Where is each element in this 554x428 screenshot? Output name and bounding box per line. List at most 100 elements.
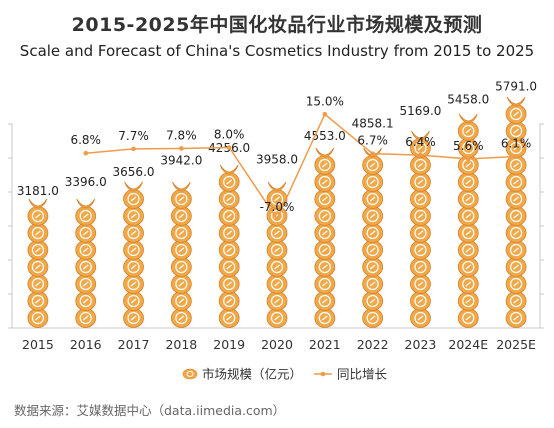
legend-line-point	[320, 371, 326, 377]
bar-2024E	[457, 113, 479, 328]
coin-mark	[417, 213, 424, 219]
coin-mark	[513, 162, 519, 168]
coin-ring	[414, 226, 427, 240]
coin-mark	[513, 196, 519, 202]
coin-ring	[175, 294, 188, 308]
coin-ring	[509, 158, 523, 172]
coin-ring	[462, 141, 475, 155]
coin-ring	[270, 260, 284, 274]
coin-mark	[35, 281, 41, 287]
bar-cap-icon	[76, 198, 96, 209]
x-tick-label: 2023	[405, 337, 437, 352]
coin-mark	[130, 281, 137, 287]
coin-mark	[178, 213, 185, 219]
bar-value-label: 5791.0	[495, 79, 537, 93]
bar-value-label: 3181.0	[17, 184, 59, 198]
coin-ring	[79, 260, 92, 274]
coin-ring	[414, 209, 427, 223]
coin-ring	[175, 260, 188, 274]
coin-mark	[465, 213, 472, 219]
coin-ring	[175, 243, 188, 257]
bar-coin-icon	[314, 240, 336, 260]
coin-ring	[509, 107, 523, 121]
coin-ring	[318, 294, 331, 308]
bar-coin-icon	[75, 308, 97, 328]
coin-mark	[321, 264, 328, 270]
bar-coin-icon	[505, 257, 527, 277]
coin-mark	[35, 247, 41, 253]
bar-coin-icon	[410, 155, 431, 175]
growth-point	[226, 145, 232, 150]
coin-ring	[366, 277, 379, 291]
coin-ring	[509, 175, 523, 189]
coin-mark	[35, 213, 41, 219]
chart-subtitle: Scale and Forecast of China's Cosmetics …	[19, 42, 535, 60]
growth-value-label: 6.7%	[357, 134, 388, 148]
coin-mark	[130, 247, 137, 253]
bar-coin-icon	[27, 223, 49, 243]
cap-shape	[124, 181, 143, 192]
coin-mark	[130, 213, 137, 219]
coin-mark	[417, 298, 424, 304]
bar-cap-icon	[315, 147, 335, 158]
coin-ring	[31, 294, 45, 308]
coin-ring	[462, 124, 475, 138]
bar-coin-icon	[505, 104, 527, 124]
coin-ring	[223, 243, 236, 257]
growth-value-label: 15.0%	[306, 94, 344, 108]
growth-point	[513, 154, 519, 159]
coin-mark	[321, 281, 328, 287]
coin-mark	[130, 298, 137, 304]
bar-value-label: 3942.0	[160, 153, 202, 167]
bar-cap-icon	[124, 181, 143, 192]
bar-coin-icon	[218, 172, 240, 192]
bar-coin-icon	[505, 291, 527, 311]
bar-2017	[123, 181, 144, 328]
bar-coin-icon	[170, 189, 192, 209]
growth-value-label: 5.6%	[453, 139, 484, 153]
coin-mark	[417, 145, 424, 151]
bar-2022	[362, 147, 384, 328]
coin-ring	[366, 158, 379, 172]
bar-coin-icon	[75, 240, 97, 260]
bar-coin-icon	[123, 274, 144, 294]
coin-ring	[462, 209, 475, 223]
coin-mark	[513, 247, 519, 253]
bar-coin-icon	[218, 240, 240, 260]
bar-coin-icon	[457, 223, 479, 243]
coin-ring	[509, 192, 523, 206]
coin-ring	[223, 175, 236, 189]
bar-coin-icon	[170, 240, 192, 260]
x-tick-label: 2024E	[448, 337, 488, 352]
coin-mark	[130, 196, 137, 202]
bar-coin-icon	[457, 257, 479, 277]
coin-mark	[178, 264, 185, 270]
bar-coin-icon	[314, 291, 336, 311]
coin-ring	[462, 277, 475, 291]
coin-mark	[82, 213, 89, 219]
cap-shape	[76, 198, 96, 209]
coin-mark	[82, 281, 89, 287]
coin-ring	[79, 294, 92, 308]
bar-coin-icon	[123, 291, 144, 311]
growth-value-label: 6.1%	[501, 137, 532, 151]
coin-mark	[369, 196, 376, 202]
bar-coin-icon	[457, 121, 479, 141]
bar-value-label: 5169.0	[399, 104, 441, 118]
coin-mark	[513, 281, 519, 287]
coin-mark	[369, 315, 376, 321]
coin-mark	[513, 264, 519, 270]
bar-coin-icon	[505, 274, 527, 294]
bar-coin-icon	[123, 206, 144, 226]
coin-mark	[178, 230, 185, 236]
x-tick-label: 2022	[357, 337, 389, 352]
cap-shape	[171, 181, 191, 192]
coin-ring	[414, 192, 427, 206]
bar-coin-icon	[170, 274, 192, 294]
bar-coin-icon	[410, 308, 431, 328]
bar-coin-icon	[27, 240, 49, 260]
bar-coin-icon	[410, 240, 431, 260]
x-tick-label: 2020	[261, 337, 293, 352]
x-tick-label: 2018	[165, 337, 197, 352]
growth-point	[131, 146, 136, 152]
